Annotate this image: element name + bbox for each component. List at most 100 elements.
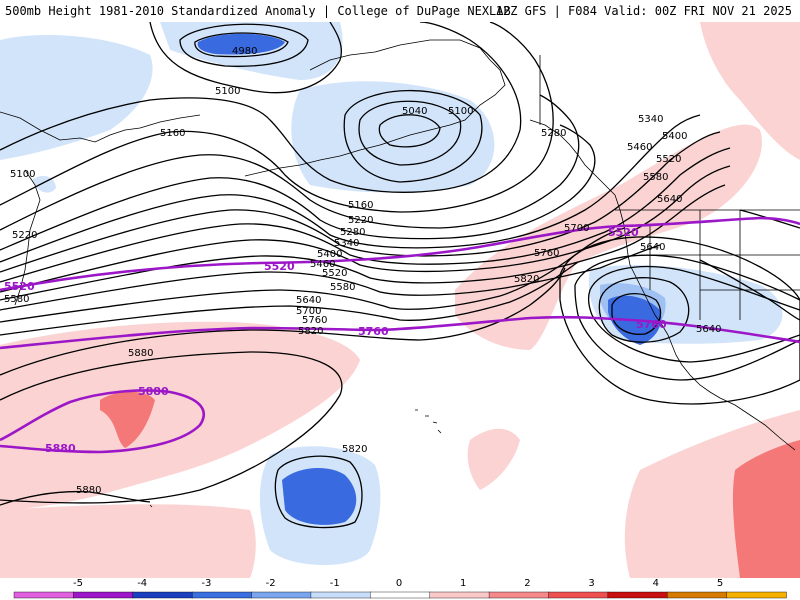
- thickness-label: 5520: [608, 226, 639, 239]
- contour-5400: [0, 131, 721, 273]
- contour-label: 5640: [657, 194, 682, 205]
- contour-aleutian-inner: [378, 114, 441, 148]
- thickness-5520: [0, 216, 800, 292]
- legend-swatch: [370, 591, 431, 599]
- contour-label: 5640: [696, 324, 721, 335]
- legend-swatch: [607, 591, 668, 599]
- border-states: [649, 210, 800, 320]
- thickness-label: 5520: [4, 280, 35, 293]
- legend-swatch: [726, 591, 787, 599]
- legend-tick-label: 4: [653, 578, 659, 589]
- contour-5820: [0, 267, 566, 376]
- height-anomaly-map: 4980 5040 5100 5100 5100 5160 5160 5220 …: [0, 22, 800, 578]
- contour-5280: [0, 124, 596, 251]
- contour-label: 5820: [514, 274, 539, 285]
- contour-aleutian-5040: [358, 100, 462, 166]
- contour-se-5640: [699, 259, 800, 321]
- contour-5760: [0, 261, 579, 336]
- coastline-asia: [0, 111, 201, 143]
- contour-label: 5400: [662, 131, 687, 142]
- contour-5460: [0, 147, 731, 283]
- legend-ticks: -5 -4 -3 -2 -1 0 1 2 3 4 5: [73, 578, 723, 589]
- coastline-mexico: [719, 397, 796, 451]
- legend-tick-label: 3: [588, 578, 594, 589]
- legend-tick-label: -5: [73, 578, 83, 589]
- island-south: [149, 504, 153, 508]
- thickness-5880: [0, 389, 205, 454]
- contour-label: 5640: [296, 295, 321, 306]
- coastline-aleutians: [244, 144, 381, 177]
- legend-swatch: [73, 591, 134, 599]
- legend-swatch: [132, 591, 193, 599]
- thickness-labels: 5520 5520 5520 5760 5760 5880 5880: [4, 226, 667, 455]
- contour-label: 5460: [627, 142, 652, 153]
- contour-label: 5760: [302, 315, 327, 326]
- legend-swatch: [548, 591, 609, 599]
- legend-swatch: [429, 591, 490, 599]
- contour-label: 5760: [534, 248, 559, 259]
- contour-label: 5340: [638, 114, 663, 125]
- contour-label: 5100: [10, 169, 35, 180]
- contour-labels: 4980 5040 5100 5100 5100 5160 5160 5220 …: [4, 46, 721, 496]
- thickness-5760: [0, 315, 800, 350]
- legend-tick-label: 5: [717, 578, 723, 589]
- contour-label: 5520: [656, 154, 681, 165]
- contour-5340: [0, 114, 701, 263]
- contour-label: 5280: [340, 227, 365, 238]
- contour-aleutian-5100: [343, 89, 483, 183]
- legend-tick-label: -1: [330, 578, 340, 589]
- contour-label: 5040: [402, 106, 427, 117]
- neg-anomaly-subtropical-core: [282, 468, 357, 525]
- contour-5220: [0, 94, 580, 231]
- thickness-label: 5880: [45, 442, 76, 455]
- contour-4980: [194, 32, 289, 58]
- contour-label: 5160: [348, 200, 373, 211]
- contour-label: 5520: [322, 268, 347, 279]
- legend-tick-label: 0: [396, 578, 402, 589]
- height-contours: [0, 22, 800, 529]
- legend-swatch: [191, 591, 253, 599]
- contour-label: 5700: [296, 306, 321, 317]
- island-hawaii: [415, 409, 442, 434]
- contour-label: 5580: [643, 172, 668, 183]
- contour-5100-long: [0, 22, 522, 193]
- contour-label: 4980: [232, 46, 257, 57]
- contour-label: 5700: [564, 223, 589, 234]
- legend-tick-label: 2: [524, 578, 530, 589]
- contour-label: 5820: [298, 326, 323, 337]
- contour-label: 5220: [12, 230, 37, 241]
- pos-anomaly-hawaii-east: [467, 428, 520, 490]
- contour-label: 5100: [448, 106, 473, 117]
- contour-label: 5820: [342, 444, 367, 455]
- contour-5520: [0, 165, 731, 293]
- coastline-alaska: [309, 39, 506, 146]
- pos-anomaly-southeast-core: [732, 440, 800, 578]
- pos-anomaly-core: [100, 391, 155, 448]
- contour-label: 5580: [330, 282, 355, 293]
- legend-swatch: [667, 591, 728, 599]
- pos-anomaly-central-pacific: [0, 321, 360, 510]
- legend-swatch: [310, 591, 372, 599]
- contour-label: 5340: [334, 238, 359, 249]
- thickness-lines: [0, 216, 800, 454]
- contour-label: 5460: [310, 259, 335, 270]
- thickness-label: 5760: [358, 325, 389, 338]
- color-legend: -5 -4 -3 -2 -1 0 1 2 3 4 5: [13, 578, 787, 599]
- model-valid-time: 12Z GFS | F084 Valid: 00Z FRI NOV 21 202…: [495, 4, 792, 18]
- legend-tick-label: -3: [201, 578, 211, 589]
- anomaly-shading: [0, 22, 800, 578]
- contour-label: 5580: [4, 294, 29, 305]
- contour-label: 5220: [348, 215, 373, 226]
- legend-color-bar: [13, 591, 787, 599]
- neg-anomaly-arctic-core: [197, 33, 285, 55]
- contour-label: 5880: [128, 348, 153, 359]
- thickness-label: 5520: [264, 260, 295, 273]
- contour-label: 5400: [317, 249, 342, 260]
- contour-5640: [0, 244, 661, 311]
- map-header: 500mb Height 1981-2010 Standardized Anom…: [0, 0, 800, 22]
- coastlines: [0, 39, 800, 508]
- legend-tick-label: -2: [266, 578, 276, 589]
- contour-label: 5160: [160, 128, 185, 139]
- pos-anomaly-northeast: [700, 22, 800, 160]
- pos-anomaly-east-pacific: [455, 124, 762, 351]
